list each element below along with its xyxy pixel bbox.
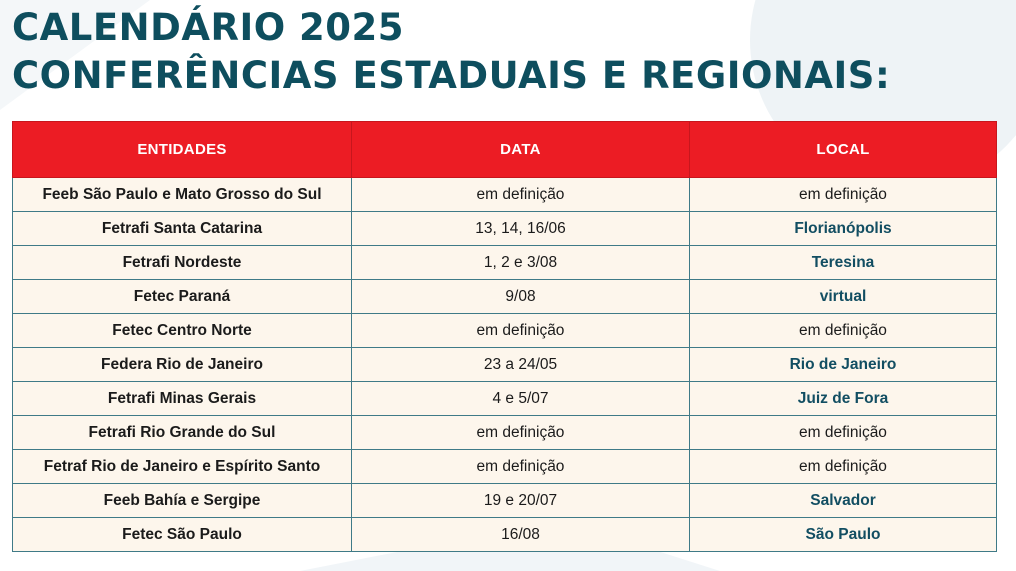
cell-data: 23 a 24/05 <box>351 347 690 382</box>
cell-data: em definição <box>351 177 690 212</box>
table-row: Fetec Centro Norte em definição em definiç… <box>12 313 997 348</box>
cell-data: 4 e 5/07 <box>351 381 690 416</box>
table-row: Fetraf Rio de Janeiro e Espírito Santo em… <box>12 449 997 484</box>
cell-data: 19 e 20/07 <box>351 483 690 518</box>
cell-entidade: Fetrafi Rio Grande do Sul <box>12 415 352 450</box>
cell-local: em definição <box>689 415 997 450</box>
cell-local: Florianópolis <box>689 211 997 246</box>
cell-local: em definição <box>689 313 997 348</box>
title-line-1: CALENDÁRIO 2025 <box>12 6 405 49</box>
page-title: CALENDÁRIO 2025 CONFERÊNCIAS ESTADUAIS E… <box>12 4 890 100</box>
cell-entidade: Fetrafi Santa Catarina <box>12 211 352 246</box>
table-row: Fetrafi Rio Grande do Sul em definição em … <box>12 415 997 450</box>
cell-local: em definição <box>689 177 997 212</box>
title-line-2: CONFERÊNCIAS ESTADUAIS E REGIONAIS: <box>12 54 891 97</box>
table-row: Federa Rio de Janeiro 23 a 24/05 Rio de Ja… <box>12 347 997 382</box>
header-entidades: ENTIDADES <box>12 121 352 178</box>
table-row: Fetrafi Santa Catarina 13, 14, 16/06 Flori… <box>12 211 997 246</box>
cell-entidade: Fetec São Paulo <box>12 517 352 552</box>
header-local: LOCAL <box>689 121 997 178</box>
cell-entidade: Feeb Bahía e Sergipe <box>12 483 352 518</box>
table-row: Fetec Paraná 9/08 virtual <box>12 279 997 314</box>
cell-local: São Paulo <box>689 517 997 552</box>
header-data: DATA <box>351 121 690 178</box>
cell-entidade: Fetraf Rio de Janeiro e Espírito Santo <box>12 449 352 484</box>
cell-data: 1, 2 e 3/08 <box>351 245 690 280</box>
table-row: Fetec São Paulo 16/08 São Paulo <box>12 517 997 552</box>
cell-data: 16/08 <box>351 517 690 552</box>
table-row: Fetrafi Minas Gerais 4 e 5/07 Juiz de Fora <box>12 381 997 416</box>
conferences-table: ENTIDADES DATA LOCAL Feeb São Paulo e Ma… <box>12 121 997 552</box>
cell-entidade: Fetrafi Nordeste <box>12 245 352 280</box>
cell-data: 13, 14, 16/06 <box>351 211 690 246</box>
cell-entidade: Fetrafi Minas Gerais <box>12 381 352 416</box>
cell-entidade: Fetec Paraná <box>12 279 352 314</box>
table-header-row: ENTIDADES DATA LOCAL <box>12 121 997 178</box>
cell-data: em definição <box>351 449 690 484</box>
cell-local: Juiz de Fora <box>689 381 997 416</box>
cell-entidade: Feeb São Paulo e Mato Grosso do Sul <box>12 177 352 212</box>
cell-local: Teresina <box>689 245 997 280</box>
cell-data: 9/08 <box>351 279 690 314</box>
cell-local: virtual <box>689 279 997 314</box>
table-row: Feeb São Paulo e Mato Grosso do Sul em de… <box>12 177 997 212</box>
cell-data: em definição <box>351 313 690 348</box>
table-row: Feeb Bahía e Sergipe 19 e 20/07 Salvador <box>12 483 997 518</box>
cell-local: em definição <box>689 449 997 484</box>
cell-entidade: Fetec Centro Norte <box>12 313 352 348</box>
cell-entidade: Federa Rio de Janeiro <box>12 347 352 382</box>
cell-data: em definição <box>351 415 690 450</box>
table-row: Fetrafi Nordeste 1, 2 e 3/08 Teresina <box>12 245 997 280</box>
cell-local: Rio de Janeiro <box>689 347 997 382</box>
cell-local: Salvador <box>689 483 997 518</box>
